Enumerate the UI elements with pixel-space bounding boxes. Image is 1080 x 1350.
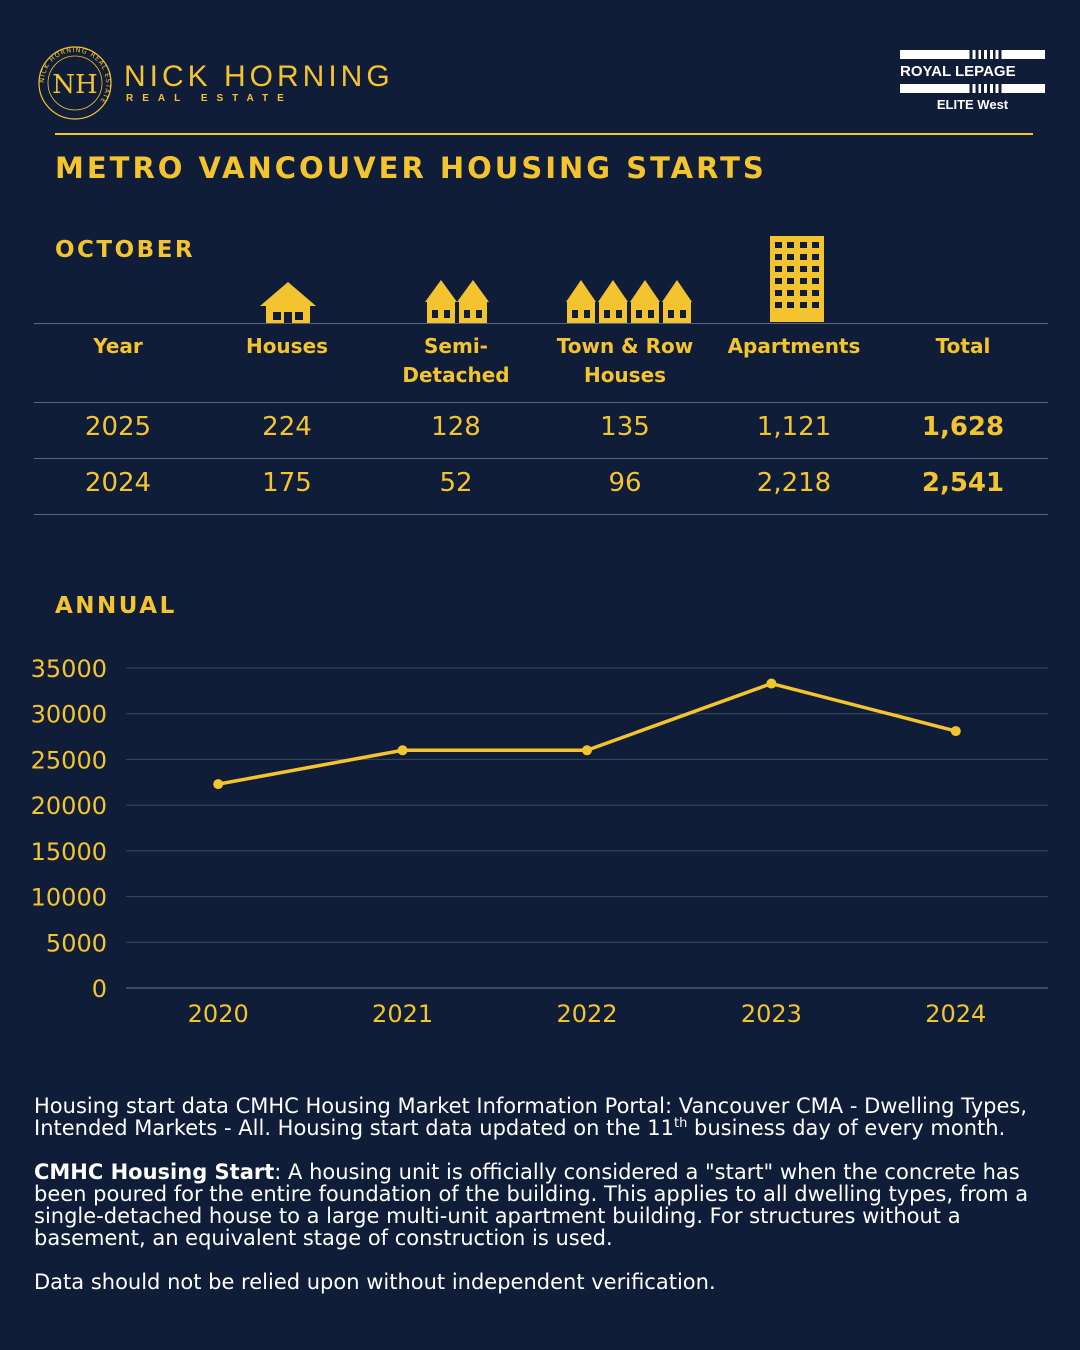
y-tick-label: 25000 (31, 746, 107, 774)
apartment-building-icon (770, 236, 824, 322)
col-header-houses: Houses (245, 334, 329, 358)
col-header-town-line2: Houses (583, 363, 667, 387)
y-tick-label: 30000 (31, 701, 107, 729)
chart-gridlines (126, 667, 1048, 989)
series-line (217, 681, 957, 786)
brand-logo-mark-icon: NH NICK HORNING REAL ESTATE (38, 46, 112, 120)
header-divider (55, 133, 1033, 135)
y-tick-label: 35000 (31, 655, 107, 683)
col-header-town-row: Town & Row Houses (540, 332, 710, 390)
logo-monogram: NH (52, 70, 97, 100)
house-icon (260, 282, 316, 324)
chart-y-ticks: 0 5000 10000 15000 20000 25000 30000 35000 (31, 655, 107, 1003)
partner-top-bar (900, 50, 1045, 59)
source-note-sup: th (673, 1116, 688, 1131)
col-header-year: Year (93, 334, 143, 358)
table-cell-total: 2,541 (921, 468, 1005, 498)
data-point (950, 726, 961, 737)
table-header-rule (34, 402, 1048, 403)
table-cell-apartments: 2,218 (756, 468, 832, 498)
table-cell-semi: 128 (431, 412, 481, 442)
footnotes: Housing start data CMHC Housing Market I… (34, 1095, 1044, 1315)
chart-x-ticks: 2020 2021 2022 2023 2024 (188, 1000, 987, 1028)
partner-bottom-bar (900, 84, 1045, 93)
disclaimer-note: Data should not be relied upon without i… (34, 1270, 716, 1294)
data-point (397, 745, 408, 756)
brand-name: NICK HORNING (124, 60, 394, 93)
table-cell-semi: 52 (439, 468, 473, 498)
data-point (582, 745, 592, 756)
table-bottom-rule (34, 514, 1048, 515)
col-header-total: Total (935, 334, 991, 358)
table-cell-town: 135 (600, 412, 650, 442)
chart-points (213, 678, 961, 790)
october-section-label: OCTOBER (55, 237, 196, 263)
semi-detached-icon (425, 280, 489, 324)
source-note-text-1: Housing start data CMHC Housing Market I… (34, 1094, 1028, 1140)
y-tick-label: 5000 (46, 929, 107, 957)
table-cell-houses: 175 (262, 468, 312, 498)
col-header-town-line1: Town & Row (556, 334, 694, 358)
table-cell-total: 1,628 (921, 412, 1005, 442)
table-row-rule (34, 458, 1048, 459)
x-tick-label: 2022 (556, 1000, 617, 1028)
definition-note: CMHC Housing Start: A housing unit is of… (34, 1161, 1044, 1249)
x-tick-label: 2021 (372, 1000, 433, 1028)
y-tick-label: 10000 (31, 884, 107, 912)
partner-name: ROYAL LEPAGE (900, 63, 1016, 80)
partner-office: ELITE West (936, 97, 1009, 112)
table-cell-year: 2025 (84, 412, 152, 442)
brand-subtitle: REAL ESTATE (126, 93, 293, 104)
page-title: METRO VANCOUVER HOUSING STARTS (55, 151, 767, 185)
y-tick-label: 0 (92, 975, 107, 1003)
data-point (213, 779, 224, 790)
table-top-rule (34, 323, 1048, 324)
town-row-houses-icon (566, 280, 692, 324)
annual-section-label: ANNUAL (55, 593, 177, 619)
annual-line-chart: 0 5000 10000 15000 20000 25000 30000 35000 2020… (31, 655, 1048, 1028)
col-header-semi-detached: Semi- Detached (372, 332, 540, 390)
y-tick-label: 20000 (31, 792, 107, 820)
brand-logo: NH NICK HORNING REAL ESTATE (36, 44, 114, 122)
col-header-apartments: Apartments (727, 334, 861, 358)
data-point (766, 678, 777, 689)
table-cell-apartments: 1,121 (756, 412, 832, 442)
y-tick-label: 15000 (31, 838, 107, 866)
x-tick-label: 2024 (925, 1000, 986, 1028)
source-note-text-2: business day of every month. (687, 1116, 1006, 1140)
table-cell-town: 96 (608, 468, 642, 498)
table-cell-year: 2024 (84, 468, 152, 498)
x-tick-label: 2023 (741, 1000, 802, 1028)
definition-text: : A housing unit is officially considere… (34, 1160, 1029, 1250)
definition-label: CMHC Housing Start (34, 1160, 275, 1184)
x-tick-label: 2020 (188, 1000, 249, 1028)
partner-logo: ROYAL LEPAGE ELITE West (900, 50, 1045, 112)
col-header-semi-line1: Semi- (424, 334, 488, 358)
table-cell-houses: 224 (262, 412, 312, 442)
col-header-semi-line2: Detached (402, 363, 510, 387)
source-note: Housing start data CMHC Housing Market I… (34, 1095, 1044, 1139)
